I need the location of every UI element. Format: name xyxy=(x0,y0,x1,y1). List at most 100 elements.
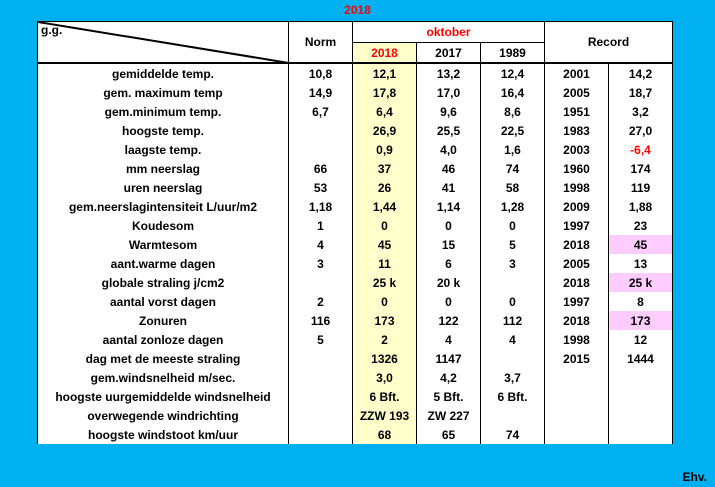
norm-value: 53 xyxy=(288,178,353,197)
record-year: 1951 xyxy=(544,102,609,121)
table-row: gem.minimum temp. 6,7 6,4 9,6 8,6 1951 3,2 xyxy=(37,102,673,121)
footer-location: Ehv. xyxy=(682,470,707,484)
norm-value: 116 xyxy=(288,311,353,330)
norm-value xyxy=(288,140,353,159)
row-label: mm neerslag xyxy=(37,159,289,178)
row-label: gem. maximum temp xyxy=(37,83,289,102)
norm-value: 66 xyxy=(288,159,353,178)
value-2017: 0 xyxy=(416,292,481,311)
value-2017: 17,0 xyxy=(416,83,481,102)
record-value: 13 xyxy=(608,254,673,273)
value-2018: 26 xyxy=(352,178,417,197)
record-year xyxy=(544,368,609,387)
value-2017: 13,2 xyxy=(416,63,481,83)
record-year: 2018 xyxy=(544,235,609,254)
table-row: gemiddelde temp. 10,8 12,1 13,2 12,4 2001 14,2 xyxy=(37,63,673,83)
month-header: oktober xyxy=(352,21,545,43)
value-1989: 0 xyxy=(480,292,545,311)
value-2017: 5 Bft. xyxy=(416,387,481,406)
row-label: globale straling j/cm2 xyxy=(37,273,289,292)
table-row: aantal zonloze dagen 5 2 4 4 1998 12 xyxy=(37,330,673,349)
header-row-1: g.g. Norm oktober Record xyxy=(37,21,673,64)
value-2018: 37 xyxy=(352,159,417,178)
norm-value xyxy=(288,349,353,368)
value-1989: 74 xyxy=(480,425,545,444)
value-2017: 25,5 xyxy=(416,121,481,140)
record-year: 2003 xyxy=(544,140,609,159)
value-2017: 4,0 xyxy=(416,140,481,159)
table-row: overwegende windrichting ZZW 193 ZW 227 xyxy=(37,406,673,425)
table-row: laagste temp. 0,9 4,0 1,6 2003 -6,4 xyxy=(37,140,673,159)
value-1989: 4 xyxy=(480,330,545,349)
weather-table: g.g. Norm oktober Record 2018 2017 1989 … xyxy=(37,21,673,444)
row-label: gem.windsnelheid m/sec. xyxy=(37,368,289,387)
row-label: aant.warme dagen xyxy=(37,254,289,273)
row-label: hoogste windstoot km/uur xyxy=(37,425,289,444)
value-1989: 5 xyxy=(480,235,545,254)
value-2017: 6 xyxy=(416,254,481,273)
value-2018: 0 xyxy=(352,292,417,311)
value-2017: 15 xyxy=(416,235,481,254)
value-1989 xyxy=(480,273,545,292)
record-year: 2009 xyxy=(544,197,609,216)
value-2018: ZZW 193 xyxy=(352,406,417,425)
record-value: 23 xyxy=(608,216,673,235)
row-label: Warmtesom xyxy=(37,235,289,254)
record-value: 14,2 xyxy=(608,63,673,83)
norm-value: 3 xyxy=(288,254,353,273)
value-1989: 8,6 xyxy=(480,102,545,121)
norm-value: 5 xyxy=(288,330,353,349)
record-value: 174 xyxy=(608,159,673,178)
corner-cell: g.g. xyxy=(37,21,289,64)
record-value xyxy=(608,368,673,387)
record-value: 173 xyxy=(608,311,673,330)
header-row-2: 2018 2017 1989 xyxy=(38,42,673,64)
year-header-2018: 2018 xyxy=(352,42,417,64)
norm-value xyxy=(288,406,353,425)
norm-value: 10,8 xyxy=(288,63,353,83)
row-label: laagste temp. xyxy=(37,140,289,159)
table-row: dag met de meeste straling 1326 1147 2015 14… xyxy=(37,349,673,368)
value-2018: 12,1 xyxy=(352,63,417,83)
table-row: Koudesom 1 0 0 0 1997 23 xyxy=(37,216,673,235)
record-value: 18,7 xyxy=(608,83,673,102)
value-2018: 17,8 xyxy=(352,83,417,102)
table-row: gem.windsnelheid m/sec. 3,0 4,2 3,7 xyxy=(37,368,673,387)
record-value: 119 xyxy=(608,178,673,197)
row-label: hoogste uurgemiddelde windsnelheid xyxy=(37,387,289,406)
record-year: 2015 xyxy=(544,349,609,368)
value-2018: 0,9 xyxy=(352,140,417,159)
table-row: Zonuren 116 173 122 112 2018 173 xyxy=(37,311,673,330)
row-label: aantal zonloze dagen xyxy=(37,330,289,349)
record-year xyxy=(544,425,609,444)
record-year: 1997 xyxy=(544,292,609,311)
value-1989: 22,5 xyxy=(480,121,545,140)
record-year xyxy=(544,406,609,425)
record-year: 2005 xyxy=(544,254,609,273)
record-year: 1997 xyxy=(544,216,609,235)
value-1989: 12,4 xyxy=(480,63,545,83)
row-label: aantal vorst dagen xyxy=(37,292,289,311)
value-2018: 6 Bft. xyxy=(352,387,417,406)
value-2018: 26,9 xyxy=(352,121,417,140)
norm-value: 1,18 xyxy=(288,197,353,216)
table-row: mm neerslag 66 37 46 74 1960 174 xyxy=(37,159,673,178)
norm-value: 14,9 xyxy=(288,83,353,102)
value-2017: 122 xyxy=(416,311,481,330)
value-2017: 0 xyxy=(416,216,481,235)
table-row: hoogste temp. 26,9 25,5 22,5 1983 27,0 xyxy=(37,121,673,140)
record-year: 2018 xyxy=(544,311,609,330)
value-1989: 58 xyxy=(480,178,545,197)
record-year: 1960 xyxy=(544,159,609,178)
record-year: 2018 xyxy=(544,273,609,292)
value-2018: 3,0 xyxy=(352,368,417,387)
value-2017: 46 xyxy=(416,159,481,178)
year-header-2017: 2017 xyxy=(416,42,481,64)
value-1989: 1,28 xyxy=(480,197,545,216)
value-2018: 173 xyxy=(352,311,417,330)
table-row: aant.warme dagen 3 11 6 3 2005 13 xyxy=(37,254,673,273)
value-2018: 45 xyxy=(352,235,417,254)
row-label: hoogste temp. xyxy=(37,121,289,140)
record-value: 25 k xyxy=(608,273,673,292)
row-label: overwegende windrichting xyxy=(37,406,289,425)
